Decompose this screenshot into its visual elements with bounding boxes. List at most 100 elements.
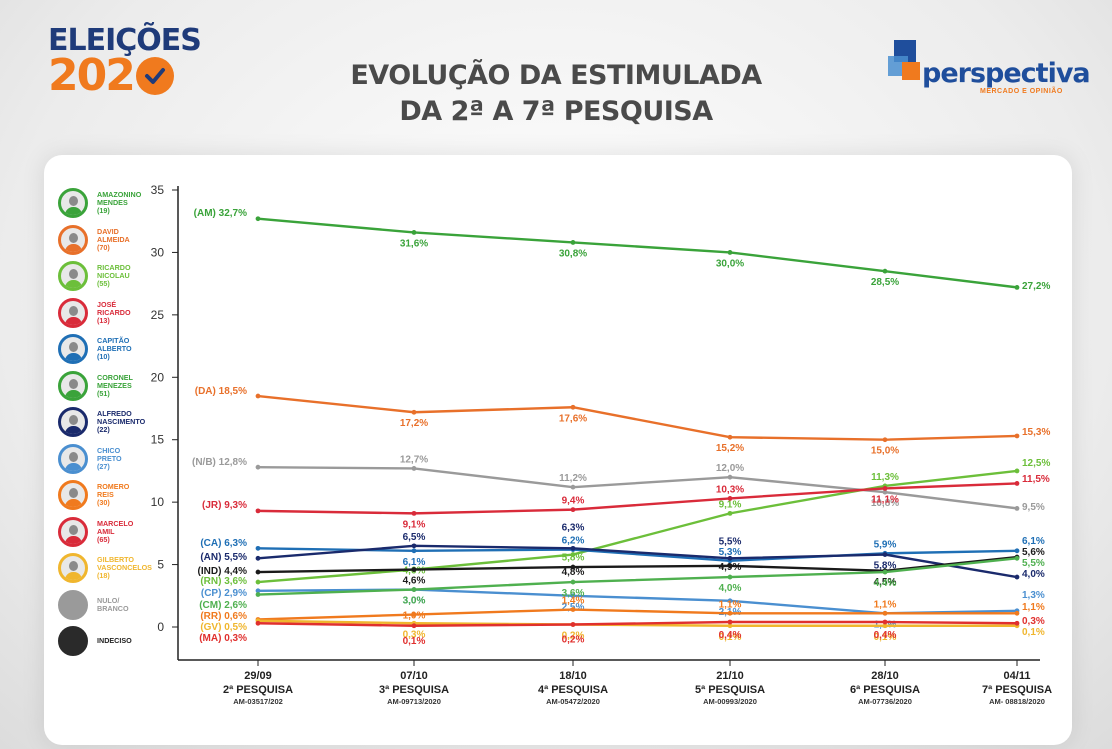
- data-point: [411, 510, 417, 516]
- legend-item: AMAZONINO MENDES (19): [58, 186, 178, 220]
- data-point: [570, 579, 576, 585]
- series-line: [257, 465, 1018, 510]
- data-point: [1014, 433, 1020, 439]
- data-point: [411, 230, 417, 235]
- data-point: [727, 474, 733, 480]
- brand-year-text: 202: [48, 50, 136, 101]
- chart-panel: [44, 155, 1072, 745]
- data-label: 6,2%: [562, 536, 585, 547]
- data-point: [411, 409, 417, 415]
- checkmark-icon: [135, 57, 174, 95]
- x-tick-label: 21/10: [716, 670, 744, 682]
- data-point: [882, 569, 888, 575]
- legend-label: ALFREDO NASCIMENTO (22): [97, 409, 146, 434]
- data-label: 0,1%: [719, 632, 742, 643]
- data-label: 12,5%: [1022, 458, 1050, 469]
- y-tick-label: 5: [157, 558, 164, 572]
- data-label: 0,2%: [562, 631, 585, 642]
- data-label: 12,7%: [400, 454, 428, 465]
- data-label: 11,1%: [871, 494, 899, 505]
- data-point: [727, 434, 733, 440]
- data-label: 4,0%: [719, 583, 742, 594]
- data-label: 12,0%: [716, 463, 744, 474]
- avatar-icon: [58, 188, 88, 218]
- data-label: (AM) 32,7%: [194, 208, 247, 219]
- data-point: [255, 555, 261, 561]
- data-label: 17,6%: [559, 413, 587, 424]
- data-label: 9,4%: [562, 496, 585, 507]
- legend-label: RICARDO NICOLAU (55): [97, 263, 131, 288]
- data-label: 15,2%: [716, 443, 744, 454]
- avatar-icon: [58, 553, 88, 583]
- x-tick-sublabel: 6ª PESQUISA: [850, 684, 920, 696]
- data-point: [1014, 468, 1020, 474]
- data-label: 30,0%: [716, 258, 744, 269]
- y-tick-label: 10: [151, 495, 165, 509]
- x-tick-sublabel: 2ª PESQUISA: [223, 684, 293, 696]
- data-point: [255, 216, 261, 222]
- data-label: 0,1%: [403, 636, 426, 647]
- x-tick-label: 29/09: [244, 670, 272, 682]
- data-point: [1014, 620, 1020, 626]
- data-label: (RN) 3,6%: [200, 576, 247, 587]
- data-point: [255, 588, 261, 594]
- y-tick-label: 35: [151, 183, 165, 197]
- avatar-icon: [58, 297, 88, 328]
- legend-label: INDECISO: [97, 636, 132, 645]
- perspectiva-logo: perspectiva MERCADO E OPINIÃO: [888, 38, 1091, 98]
- data-label: 10,3%: [716, 484, 744, 495]
- x-tick-label: 28/10: [871, 670, 899, 682]
- data-label: 6,3%: [562, 522, 585, 533]
- data-label: 0,1%: [874, 632, 897, 643]
- x-tick-code: AM-05472/2020: [546, 697, 600, 706]
- series-line: [257, 544, 1018, 579]
- legend-label: NULO/ BRANCO: [97, 595, 129, 613]
- logo-subtitle: MERCADO E OPINIÃO: [980, 88, 1063, 95]
- y-tick-label: 30: [151, 245, 165, 259]
- data-label: 11,3%: [871, 472, 899, 483]
- data-label: 27,2%: [1022, 281, 1050, 292]
- brand-top-text: ELEIÇÕES: [48, 23, 202, 58]
- data-label: 4,6%: [403, 576, 426, 587]
- data-point: [255, 569, 261, 575]
- legend-label: GILBERTO VASCONCELOS (18): [97, 555, 152, 580]
- data-point: [570, 240, 576, 245]
- legend-label: MARCELO AMIL (65): [97, 518, 134, 544]
- data-label: (CA) 6,3%: [200, 538, 247, 549]
- data-label: (MA) 0,3%: [199, 633, 247, 644]
- data-label: 3,6%: [562, 588, 585, 599]
- data-label: (N/B) 12,8%: [192, 457, 247, 468]
- data-label: 15,3%: [1022, 427, 1050, 438]
- data-point: [727, 555, 733, 561]
- data-point: [255, 393, 261, 399]
- data-point: [570, 564, 576, 570]
- data-label: 31,6%: [400, 238, 428, 249]
- data-point: [882, 437, 888, 443]
- legend-item: GILBERTO VASCONCELOS (18): [58, 551, 178, 585]
- y-tick-label: 20: [151, 370, 165, 384]
- circle-icon: [58, 589, 88, 620]
- avatar-icon: [58, 407, 88, 437]
- data-label: 9,1%: [403, 519, 426, 530]
- data-label: 3,0%: [403, 596, 426, 607]
- y-tick-label: 0: [157, 620, 164, 634]
- data-point: [727, 510, 733, 516]
- data-point: [1014, 481, 1020, 486]
- circle-icon: [58, 626, 88, 656]
- data-label: 6,1%: [1022, 536, 1045, 547]
- data-label: (AN) 5,5%: [200, 552, 247, 563]
- series-line: [257, 217, 1018, 289]
- data-point: [882, 610, 888, 616]
- legend-item: RICARDO NICOLAU (55): [58, 259, 178, 293]
- legend-item: JOSÉ RICARDO (13): [58, 296, 178, 330]
- data-point: [727, 250, 733, 255]
- data-point: [727, 623, 733, 629]
- data-label: 1,1%: [719, 599, 742, 610]
- data-point: [727, 610, 733, 616]
- legend-label: CAPITÃO ALBERTO (10): [97, 336, 132, 361]
- data-point: [1014, 284, 1020, 290]
- x-tick-sublabel: 5ª PESQUISA: [695, 684, 765, 696]
- legend-label: DAVID ALMEIDA (70): [97, 226, 130, 252]
- x-tick-code: AM- 08818/2020: [989, 697, 1045, 706]
- data-label: (JR) 9,3%: [202, 500, 247, 511]
